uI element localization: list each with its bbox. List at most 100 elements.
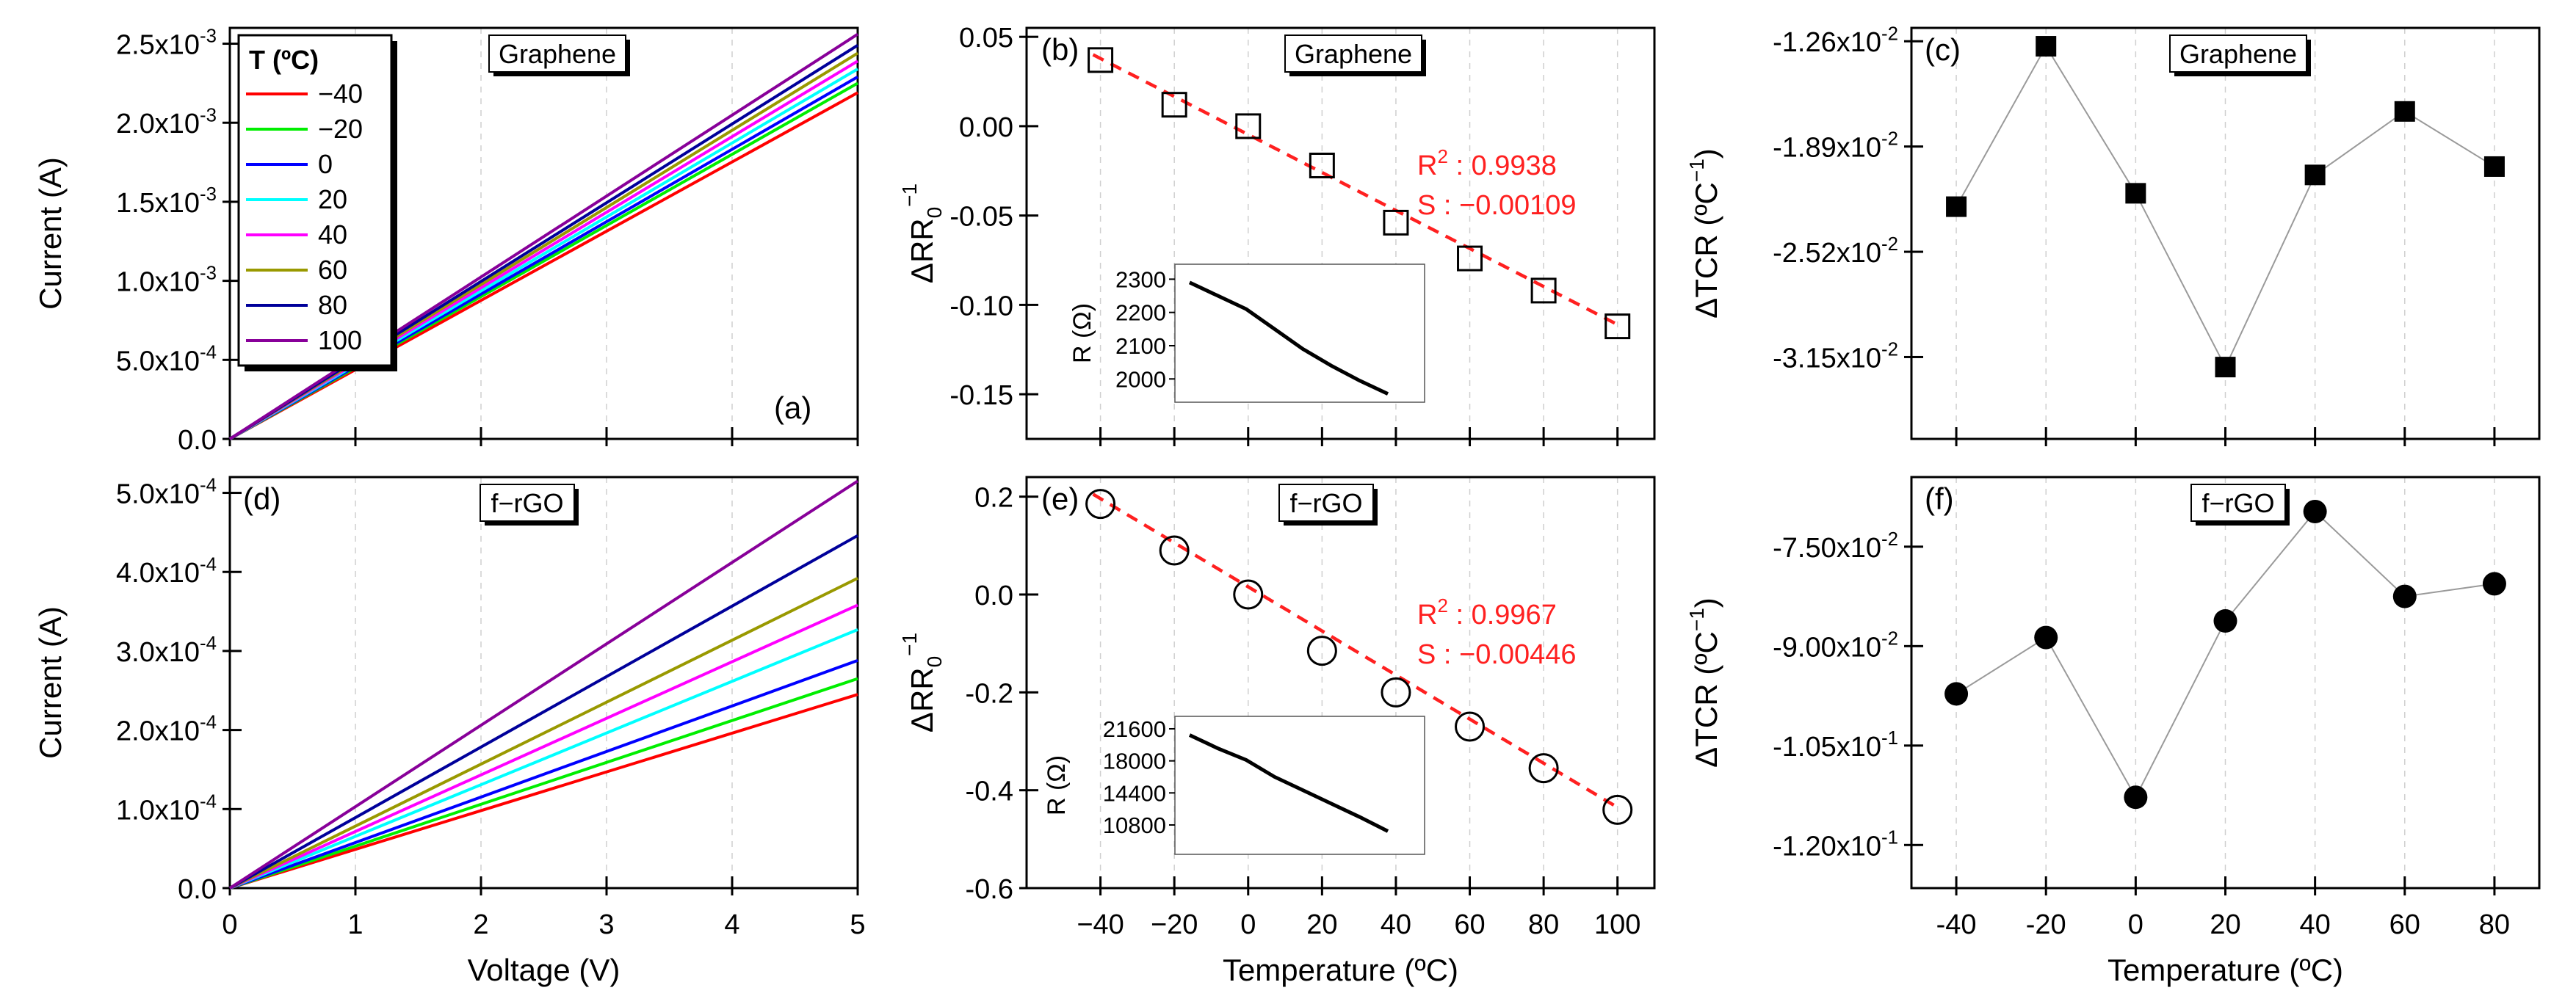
x-axis-label: Voltage (V) — [468, 953, 621, 987]
y-tick-label-3-mantissa: -1.20x10 — [1773, 831, 1881, 862]
x-tick-label-5: 5 — [850, 909, 865, 940]
inset-y-tick-label-2: 18000 — [1103, 749, 1166, 774]
y-tick-label-2: -2.52x10-2 — [1773, 234, 1898, 269]
y-tick-label-1-mantissa: 1.0x10 — [116, 795, 200, 826]
inset-y-tick-label-1: 2100 — [1115, 333, 1166, 359]
legend-entry-0: 0 — [318, 149, 333, 179]
series-line--40 — [229, 693, 858, 890]
fit-slope: S : −0.00446 — [1417, 639, 1577, 670]
data-point-4 — [1383, 209, 1409, 236]
y-tick-label-3: 3.0x10-4 — [116, 633, 217, 668]
inset-resistance-plot: 10800 14400 18000 21600 R (Ω) — [1043, 716, 1425, 855]
y-tick-label-4: -0.15 — [949, 380, 1013, 411]
y-axis-label-superscript: −1 — [898, 183, 921, 207]
y-tick-label-2-exponent: -2 — [1881, 234, 1898, 255]
inset-resistance-curve — [1188, 733, 1389, 833]
y-axis-label-text: Current (A) — [33, 157, 68, 310]
y-tick-label-4-mantissa: 2.0x10 — [116, 109, 200, 139]
y-tick-label-3-exponent: -3 — [200, 184, 217, 205]
data-point-5 — [2394, 101, 2415, 122]
data-point-4 — [2303, 499, 2327, 523]
x-tick-label-2: 0 — [2128, 909, 2143, 940]
y-tick-label-3: -0.10 — [949, 291, 1013, 321]
series-line-100 — [228, 32, 859, 440]
panel-d-current-vs-voltage-frgo: 0 1 2 3 4 50.01.0x10-42.0x10-43.0x10-44.0x10-… — [33, 476, 866, 987]
tag-box — [1284, 34, 1422, 73]
legend-entry--40: −40 — [318, 79, 363, 109]
data-point-2 — [1235, 113, 1262, 139]
y-axis-label-text: ΔTCR — [1689, 234, 1723, 318]
tag-label: Graphene — [2179, 39, 2297, 69]
y-tick-label-4: 4.0x10-4 — [116, 554, 217, 589]
data-point-1 — [1161, 92, 1187, 118]
y-tick-label-0-exponent: -2 — [1881, 23, 1898, 44]
x-axis-label: Temperature (ºC) — [1223, 953, 1458, 987]
legend-entry-60: 60 — [318, 255, 347, 285]
y-tick-label-4: 2.0x10-3 — [116, 105, 217, 139]
inset-resistance-curve — [1188, 280, 1389, 396]
y-tick-label-3: -3.15x10-2 — [1773, 339, 1898, 374]
fit-r-squared: R2 : 0.9967 — [1417, 595, 1557, 630]
y-tick-label-2-exponent: -3 — [200, 263, 217, 284]
tag-label: Graphene — [499, 39, 616, 69]
y-tick-label-2-exponent: -1 — [1881, 728, 1898, 749]
data-point-4 — [1381, 677, 1411, 708]
x-tick-label-0: −40 — [1077, 909, 1124, 940]
x-tick-label-3: 20 — [1306, 909, 1337, 940]
y-tick-label-1-exponent: -2 — [1881, 129, 1898, 150]
y-tick-label-1-exponent: -4 — [200, 342, 217, 363]
x-tick-label-3: 20 — [2210, 909, 2240, 940]
y-tick-label-5-mantissa: 2.5x10 — [116, 30, 200, 61]
x-tick-label-2: 2 — [473, 909, 488, 940]
y-tick-label-0-mantissa: -7.50x10 — [1773, 533, 1881, 564]
x-tick-label-6: 80 — [1528, 909, 1559, 940]
data-point-0 — [1946, 196, 1967, 217]
y-axis-label-unit: (ºC — [1689, 631, 1723, 683]
y-tick-label-0-mantissa: -1.26x10 — [1773, 27, 1881, 58]
data-point-1 — [2036, 36, 2057, 57]
inset-frame — [1174, 716, 1425, 855]
y-axis-label-unit: (ºC — [1689, 182, 1723, 234]
y-axis-label-subscript: 0 — [923, 656, 946, 668]
y-tick-label-1-mantissa: -1.89x10 — [1773, 133, 1881, 164]
data-point-7 — [1602, 794, 1633, 825]
y-tick-label-0-exponent: -2 — [1881, 529, 1898, 550]
y-tick-label-0: 0.2 — [974, 483, 1013, 514]
tag-label: f−rGO — [1289, 488, 1362, 518]
y-tick-label-0-mantissa: 0.0 — [178, 425, 217, 456]
y-axis-label: ΔRR0−1 — [898, 183, 946, 283]
tag-box — [2190, 484, 2286, 522]
data-point-6 — [1530, 277, 1557, 304]
y-tick-label-1: 0.0 — [974, 581, 1013, 611]
fit-slope: S : −0.00109 — [1417, 190, 1577, 221]
panel-label: (b) — [1041, 32, 1079, 67]
legend-entry-100: 100 — [318, 325, 362, 355]
y-tick-label-2: -1.05x10-1 — [1773, 728, 1898, 763]
panel-label: (f) — [1925, 481, 1954, 516]
y-tick-label-0: -7.50x10-2 — [1773, 529, 1898, 564]
y-axis-label-text: Current (A) — [33, 606, 68, 759]
series-line-100 — [228, 479, 859, 890]
data-point-3 — [2213, 609, 2237, 633]
data-point-3 — [2215, 357, 2236, 378]
plot-frame — [1025, 476, 1656, 890]
panel-a-current-vs-voltage-graphene: 0.05.0x10-41.0x10-31.5x10-32.0x10-32.5x1… — [33, 26, 859, 456]
data-point-1 — [2034, 625, 2058, 650]
y-tick-label-3: -1.20x10-1 — [1773, 827, 1898, 862]
inset-resistance-plot: 2000 2100 2200 2300 R (Ω) — [1068, 263, 1425, 403]
series-line-0 — [229, 658, 858, 890]
fit-r-squared: R2 : 0.9938 — [1417, 145, 1557, 181]
x-tick-label-1: 1 — [347, 909, 363, 940]
x-tick-label-1: −20 — [1151, 909, 1198, 940]
data-point-0 — [1944, 682, 1969, 706]
data-point-2 — [1233, 579, 1264, 610]
y-tick-label-2-mantissa: 2.0x10 — [116, 716, 200, 747]
data-point-2 — [2125, 183, 2146, 204]
y-tick-label-3-exponent: -2 — [1881, 339, 1898, 360]
fit-r-squared-symbol: R — [1417, 150, 1437, 181]
panel-label: (e) — [1041, 481, 1079, 516]
tag-label: f−rGO — [491, 488, 563, 518]
panel-e-resistance-change-frgo: −40 −20 0 20 40 60 80 1000.20.0-0.2-0.4-0.6Temp… — [898, 476, 1656, 987]
data-point-5 — [2392, 584, 2417, 608]
y-axis-label: ΔTCR (ºC−1) — [1685, 148, 1723, 319]
